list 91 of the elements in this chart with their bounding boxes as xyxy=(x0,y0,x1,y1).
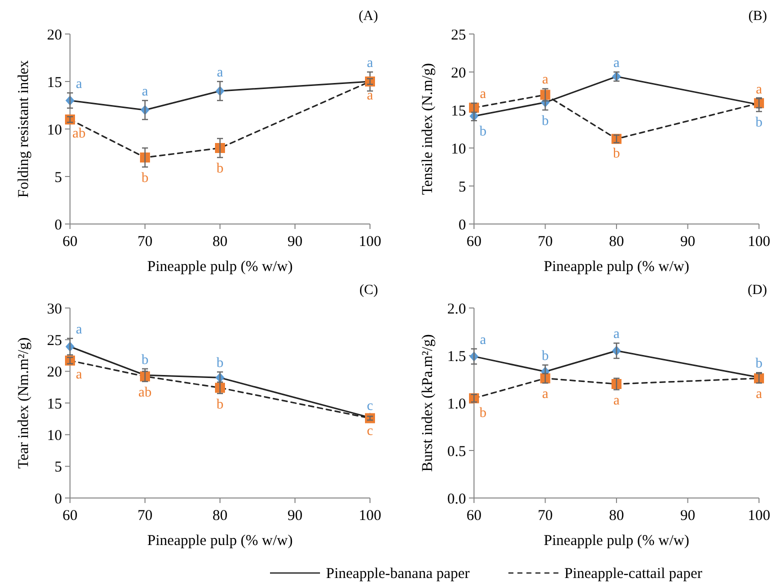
y-tick-label: 5 xyxy=(54,460,62,476)
point xyxy=(215,143,225,153)
y-tick-label: 0.5 xyxy=(447,444,466,460)
y-axis-title: Burst index (kPa.m²/g) xyxy=(420,334,436,472)
x-tick-label: 80 xyxy=(609,234,624,250)
y-axis-title: Tensile index (N.m/g) xyxy=(420,63,436,195)
chart-title: (C) xyxy=(359,283,378,298)
y-tick-label: 1.0 xyxy=(447,396,466,412)
x-axis-title: Pineapple pulp (% w/w) xyxy=(544,259,690,275)
chart-title: (D) xyxy=(748,283,768,298)
y-tick-label: 1.5 xyxy=(447,348,466,365)
y-tick-label: 0 xyxy=(54,217,62,234)
data-label: b xyxy=(542,114,549,129)
y-tick-label: 5 xyxy=(458,179,466,196)
data-label: b xyxy=(142,352,148,368)
x-tick-label: 70 xyxy=(138,234,152,250)
x-tick-label: 60 xyxy=(62,508,78,524)
data-label: a xyxy=(76,76,83,92)
data-label: a xyxy=(366,56,374,71)
x-tick-label: 90 xyxy=(680,508,696,524)
x-axis-title: Pineapple pulp (% w/w) xyxy=(147,259,293,275)
x-tick-label: 100 xyxy=(748,508,770,524)
x-tick-label: 100 xyxy=(748,234,770,250)
x-tick-label: 90 xyxy=(680,234,696,250)
y-tick-label: 20 xyxy=(47,27,62,44)
y-tick-label: 10 xyxy=(451,141,466,158)
x-tick-label: 70 xyxy=(138,508,152,524)
data-label: ab xyxy=(72,126,86,142)
data-label: a xyxy=(613,327,620,342)
legend-label: Pineapple-cattail paper xyxy=(564,566,702,582)
data-label: b xyxy=(216,356,224,371)
chart-title: (B) xyxy=(748,9,768,24)
data-label: a xyxy=(613,394,620,409)
x-tick-label: 70 xyxy=(538,508,553,524)
y-tick-label: 25 xyxy=(47,332,62,349)
data-label: a xyxy=(216,66,224,80)
x-tick-label: 90 xyxy=(288,234,302,250)
data-label: b xyxy=(480,406,486,422)
data-label: ab xyxy=(138,385,152,400)
y-tick-label: 25 xyxy=(451,27,466,44)
data-label: b xyxy=(756,116,762,131)
x-tick-label: 60 xyxy=(62,234,78,250)
point xyxy=(140,152,150,162)
x-axis-title: Pineapple pulp (% w/w) xyxy=(544,533,690,549)
data-label: b xyxy=(480,124,486,140)
data-label: b xyxy=(216,398,224,412)
x-tick-label: 80 xyxy=(609,508,624,524)
data-label: a xyxy=(613,56,620,71)
data-label: b xyxy=(216,162,224,176)
data-label: a xyxy=(366,88,374,104)
data-label: a xyxy=(76,322,83,338)
y-axis-title: Tear index (Nm.m²/g) xyxy=(16,337,32,469)
data-label: b xyxy=(613,146,620,162)
x-tick-label: 70 xyxy=(538,234,553,250)
x-tick-label: 80 xyxy=(212,508,228,524)
y-tick-label: 2.0 xyxy=(447,301,466,318)
data-label: a xyxy=(756,387,763,402)
x-tick-label: 60 xyxy=(466,508,482,524)
legend-label: Pineapple-banana paper xyxy=(326,566,470,582)
data-label: b xyxy=(542,349,549,364)
x-tick-label: 60 xyxy=(466,234,482,250)
y-axis-title: Folding resistant index xyxy=(16,60,32,198)
y-tick-label: 20 xyxy=(451,65,466,82)
data-label: a xyxy=(542,387,550,402)
data-label: a xyxy=(756,82,763,98)
y-tick-label: 15 xyxy=(451,103,466,120)
x-tick-label: 100 xyxy=(358,508,382,524)
data-label: a xyxy=(480,332,487,348)
y-tick-label: 20 xyxy=(47,364,62,381)
y-tick-label: 0 xyxy=(458,217,466,234)
y-tick-label: 30 xyxy=(47,301,62,318)
data-label: a xyxy=(142,84,149,100)
x-tick-label: 100 xyxy=(358,234,382,250)
data-label: a xyxy=(480,87,487,102)
data-label: b xyxy=(142,171,148,186)
y-tick-label: 0 xyxy=(54,491,62,508)
data-label: c xyxy=(366,424,374,440)
data-label: b xyxy=(756,356,762,372)
y-tick-label: 10 xyxy=(47,122,62,138)
chart-title: (A) xyxy=(358,9,378,24)
y-tick-label: 0.0 xyxy=(447,491,466,508)
data-label: c xyxy=(366,399,374,414)
y-tick-label: 15 xyxy=(47,396,62,412)
y-tick-label: 5 xyxy=(54,170,62,186)
x-axis-title: Pineapple pulp (% w/w) xyxy=(147,533,293,549)
x-tick-label: 80 xyxy=(212,234,228,250)
data-label: a xyxy=(76,368,83,383)
y-tick-label: 10 xyxy=(47,428,62,444)
y-tick-label: 15 xyxy=(47,74,62,91)
x-tick-label: 90 xyxy=(288,508,302,524)
data-label: a xyxy=(542,72,550,88)
